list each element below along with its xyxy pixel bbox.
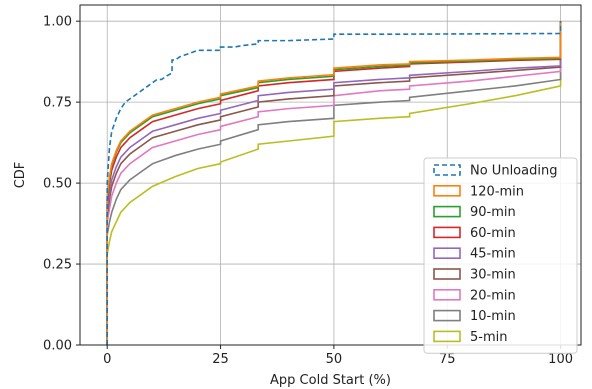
- y-tick-label: 1.00: [43, 15, 72, 30]
- legend-label: 30-min: [470, 268, 516, 283]
- plot-frame: [79, 4, 582, 346]
- legend-label: 90-min: [470, 205, 516, 220]
- legend-swatch: [433, 288, 461, 301]
- y-tick-label: 0.25: [43, 258, 72, 273]
- series-line-20-min: [106, 21, 562, 345]
- legend-swatch: [433, 226, 461, 239]
- legend-label: 60-min: [470, 226, 516, 241]
- legend: No Unloading 120-min 90-min 60-min 45-min 30-…: [423, 157, 578, 354]
- series-layer: [106, 21, 562, 345]
- legend-swatch: [433, 268, 461, 280]
- legend-label: 10-min: [470, 309, 516, 324]
- series-line-10-min: [106, 21, 562, 345]
- legend-label: 45-min: [470, 247, 516, 262]
- x-tick-label: 100: [548, 352, 573, 367]
- legend-swatch: [433, 247, 461, 259]
- legend-swatch: [433, 205, 461, 218]
- x-axis: 0 25 50 75 100: [103, 345, 573, 367]
- legend-label: 5-min: [470, 330, 507, 345]
- y-tick-label: 0.50: [43, 177, 72, 192]
- series-line-no-unloading: [106, 21, 562, 345]
- y-axis: 0.00 0.25 0.50 0.75 1.00: [43, 15, 80, 354]
- y-tick-label: 0.75: [43, 96, 72, 111]
- x-tick-label: 50: [326, 352, 343, 367]
- x-tick-label: 75: [439, 352, 456, 367]
- x-axis-label: App Cold Start (%): [270, 373, 391, 388]
- x-tick-label: 25: [212, 352, 229, 367]
- series-line-120-min: [106, 21, 562, 345]
- x-tick-label: 0: [103, 352, 111, 367]
- series-line-45-min: [106, 21, 562, 345]
- legend-box: [423, 157, 578, 354]
- legend-label: 120-min: [470, 184, 524, 199]
- series-line-5-min: [106, 21, 562, 345]
- legend-swatch: [433, 330, 461, 343]
- legend-swatch: [433, 164, 461, 176]
- legend-swatch: [433, 309, 461, 322]
- legend-label: No Unloading: [470, 164, 557, 179]
- y-tick-label: 0.00: [43, 339, 72, 354]
- y-axis-label: CDF: [13, 162, 28, 189]
- legend-label: 20-min: [470, 288, 516, 303]
- legend-swatch: [433, 185, 461, 197]
